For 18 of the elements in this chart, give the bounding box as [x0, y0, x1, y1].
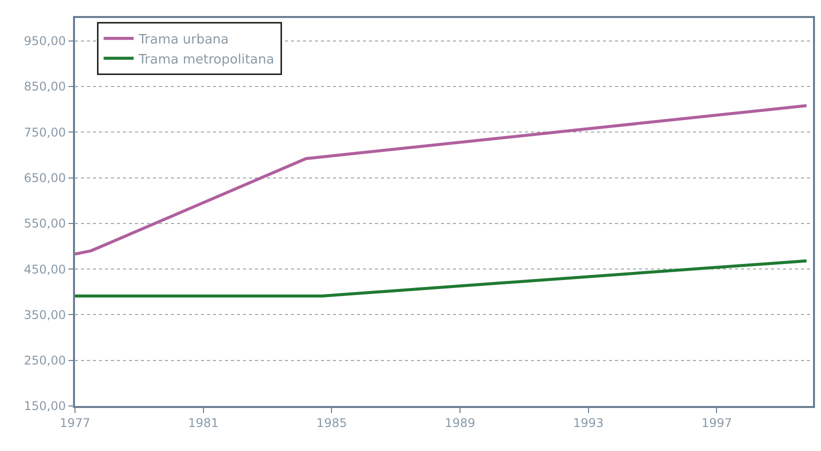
y-tick-label: 150,00 [24, 399, 66, 414]
legend-label: Trama urbana [138, 32, 229, 48]
x-tick-label: 1993 [573, 416, 604, 430]
y-tick-label: 450,00 [24, 262, 66, 276]
y-tick-label: 550,00 [24, 216, 66, 231]
x-tick-label: 1997 [701, 416, 732, 430]
x-tick-label: 1981 [188, 416, 219, 430]
y-tick-label: 250,00 [24, 354, 66, 368]
y-tick-label: 650,00 [24, 170, 66, 185]
line-series [75, 104, 808, 256]
y-tick-label: 950,00 [24, 34, 66, 48]
x-tick-label: 1985 [316, 416, 347, 430]
y-tick-label: 350,00 [24, 308, 66, 322]
x-tick-label: 1977 [60, 416, 90, 430]
y-tick-label: 850,00 [24, 80, 66, 94]
x-tick-label: 1989 [444, 416, 476, 430]
y-tick-label: 750,00 [24, 125, 66, 140]
legend-label: Trama metropolitana [138, 52, 274, 68]
